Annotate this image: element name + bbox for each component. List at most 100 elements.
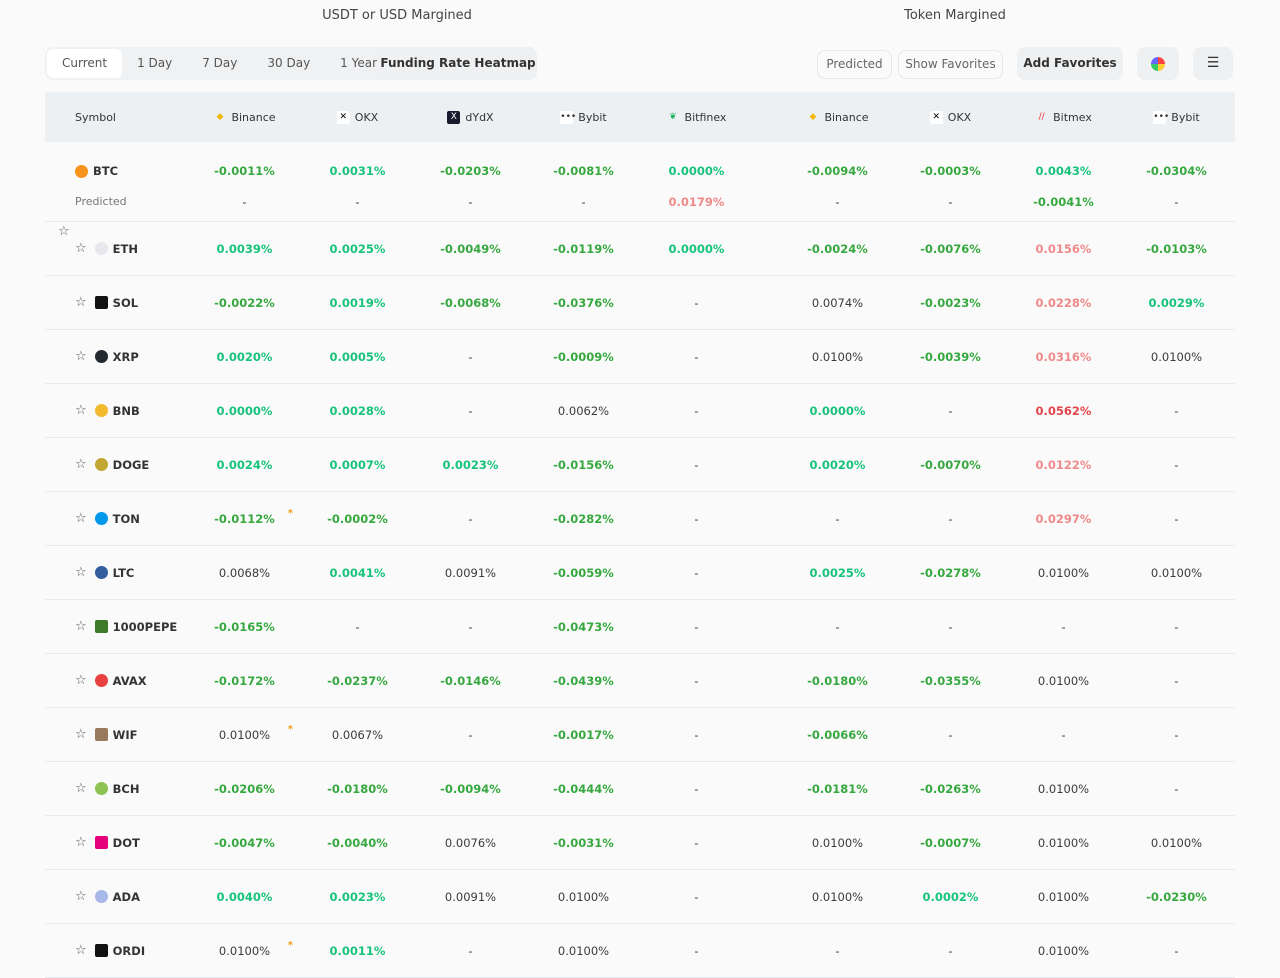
funding-rate-value: 0.0031%: [329, 164, 386, 178]
tab-current[interactable]: Current: [47, 49, 123, 78]
table-row-ordi[interactable]: ☆ ORDI 0.0100% * 0.0011% - 0.0100% - - - 0.0100% -: [45, 924, 1235, 978]
column-header-bitmex-token[interactable]: // Bitmex: [1007, 111, 1120, 124]
symbol-name: LTC: [112, 565, 135, 580]
predicted-button[interactable]: Predicted: [817, 50, 892, 79]
funding-rate-cell: -0.0172%: [188, 674, 301, 688]
funding-rate-value: 0.0025%: [329, 241, 386, 256]
favorite-star-icon[interactable]: ☆: [75, 727, 87, 742]
column-header-bybit-token[interactable]: ••• Bybit: [1120, 110, 1233, 124]
asterisk-marker: *: [287, 507, 293, 519]
tab-1-day[interactable]: 1 Day: [137, 56, 173, 70]
symbol-cell: ☆ AVAX: [45, 673, 188, 688]
symbol-cell: ☆ SOL: [45, 295, 188, 310]
column-header-okx-usdt[interactable]: ✕ OKX: [301, 110, 414, 124]
favorite-star-icon[interactable]: ☆: [75, 943, 87, 958]
column-header-binance-token[interactable]: ◆ Binance: [781, 111, 894, 124]
show-favorites-button[interactable]: Show Favorites: [898, 50, 1003, 79]
table-row-1000pepe[interactable]: ☆ 1000PEPE -0.0165% - - -0.0473% - - - - -: [45, 600, 1235, 654]
symbol-name: 1000PEPE: [112, 619, 178, 634]
favorite-star-icon[interactable]: ☆: [75, 835, 87, 850]
funding-rate-value: -: [355, 194, 360, 209]
table-row-wif[interactable]: ☆ WIF 0.0100% * 0.0067% - -0.0017% - -0.0066% - - -: [45, 708, 1235, 762]
favorite-star-icon[interactable]: ☆: [75, 619, 87, 634]
funding-rate-cell: 0.0000%: [188, 404, 301, 418]
column-header-bitfinex-usdt[interactable]: ❦ Bitfinex: [640, 111, 753, 124]
table-row-doge[interactable]: ☆ DOGE 0.0024% 0.0007% 0.0023% -0.0156% - 0.002…: [45, 438, 1235, 492]
column-header-binance-usdt[interactable]: ◆ Binance: [188, 111, 301, 124]
funding-rate-value: -: [694, 727, 699, 742]
table-row-sol[interactable]: ☆ SOL -0.0022% 0.0019% -0.0068% -0.0376% -0.00…: [45, 276, 1235, 330]
funding-rate-value: -0.0011%: [214, 164, 275, 178]
okx-icon: ✕: [929, 110, 943, 124]
favorite-star-icon[interactable]: ☆: [75, 349, 87, 364]
column-header-bybit-usdt[interactable]: ••• Bybit: [527, 110, 640, 124]
settings-sliders-button[interactable]: ☰: [1193, 47, 1233, 80]
table-row-avax[interactable]: ☆ AVAX -0.0172% -0.0237% -0.0146% -0.0439% - -0…: [45, 654, 1235, 708]
tab-7-day[interactable]: 7 Day: [202, 56, 238, 70]
funding-rate-value: -: [694, 295, 699, 310]
favorite-star-icon[interactable]: ☆: [75, 403, 87, 418]
favorite-star-icon[interactable]: ☆: [75, 457, 87, 472]
favorite-star-icon[interactable]: ☆: [75, 565, 87, 580]
funding-rate-value: 0.0100%: [1037, 565, 1090, 580]
funding-rate-cell: 0.0000%: [640, 164, 753, 178]
funding-rate-cell: -: [640, 458, 753, 472]
table-row-ada[interactable]: ☆ ADA 0.0040% 0.0023% 0.0091% 0.0100% - 0.0100%…: [45, 870, 1235, 924]
funding-rate-value: -0.0023%: [920, 295, 981, 310]
funding-rate-cell: 0.0100%: [1120, 566, 1233, 580]
table-row-btc[interactable]: ☆ BTC -0.0011% 0.0031% -0.0203% -0.0081% 0.000…: [45, 142, 1235, 239]
funding-rate-value: -0.0103%: [1146, 241, 1207, 256]
funding-rate-cell: -: [781, 512, 894, 526]
table-row-dot[interactable]: ☆ DOT -0.0047% -0.0040% 0.0076% -0.0031% - 0.01…: [45, 816, 1235, 870]
favorite-star-icon[interactable]: ☆: [75, 889, 87, 904]
column-header-okx-token[interactable]: ✕ OKX: [894, 110, 1007, 124]
funding-rate-cell: -: [894, 195, 1007, 209]
usdt-margined-title: USDT or USD Margined: [322, 8, 472, 23]
funding-rate-value: -: [1174, 781, 1179, 796]
funding-rate-cell: -: [414, 728, 527, 742]
table-row-xrp[interactable]: ☆ XRP 0.0020% 0.0005% - -0.0009% - 0.0100% -0.00…: [45, 330, 1235, 384]
funding-rate-cell: -0.0039%: [894, 350, 1007, 364]
funding-rate-cell: 0.0023%: [414, 458, 527, 472]
funding-rate-cell: -0.0119%: [527, 242, 640, 256]
favorite-star-icon[interactable]: ☆: [75, 511, 87, 526]
table-row-eth[interactable]: ☆ ETH 0.0039% 0.0025% -0.0049% -0.0119% 0.0000…: [45, 222, 1235, 276]
funding-rate-value: -0.0094%: [440, 781, 501, 796]
favorite-star-icon[interactable]: ☆: [75, 673, 87, 688]
add-favorites-button[interactable]: Add Favorites: [1017, 47, 1123, 80]
funding-rate-cell: 0.0041%: [301, 566, 414, 580]
funding-rate-cell: -: [1007, 728, 1120, 742]
funding-rate-value: 0.0100%: [557, 889, 610, 904]
funding-rate-cell: -0.0066%: [781, 728, 894, 742]
funding-rate-cell: -: [414, 620, 527, 634]
bch-coin-icon: [94, 782, 108, 795]
funding-rate-value: -: [694, 889, 699, 904]
table-row-bnb[interactable]: ☆ BNB 0.0000% 0.0028% - 0.0062% - 0.0000% - 0.056…: [45, 384, 1235, 438]
funding-rate-cell: -0.0112% *: [188, 508, 301, 526]
funding-rate-cell: -0.0041%: [1007, 195, 1120, 209]
funding-rate-cell: 0.0002%: [894, 890, 1007, 904]
funding-rate-value: 0.0100%: [811, 889, 864, 904]
funding-rate-cell: 0.0100%: [781, 350, 894, 364]
tab-1-year[interactable]: 1 Year: [340, 56, 378, 70]
table-row-bch[interactable]: ☆ BCH -0.0206% -0.0180% -0.0094% -0.0444% - -0.…: [45, 762, 1235, 816]
table-row-ltc[interactable]: ☆ LTC 0.0068% 0.0041% 0.0091% -0.0059% - 0.0025…: [45, 546, 1235, 600]
favorite-star-icon[interactable]: ☆: [75, 241, 87, 256]
funding-rate-cell: 0.0100%: [1007, 944, 1120, 958]
funding-rate-cell: -0.0206%: [188, 782, 301, 796]
favorite-star-icon[interactable]: ☆: [75, 781, 87, 796]
color-theme-button[interactable]: [1137, 47, 1179, 80]
funding-rate-value: -: [835, 619, 840, 634]
table-row-ton[interactable]: ☆ TON -0.0112% * -0.0002% - -0.0282% - - - 0.0297%…: [45, 492, 1235, 546]
funding-rate-heatmap-button[interactable]: Funding Rate Heatmap: [379, 47, 537, 80]
funding-rate-cell: 0.0179%: [640, 195, 753, 209]
symbol-cell: ☆ BTC: [45, 164, 188, 239]
favorite-star-icon[interactable]: ☆: [75, 295, 87, 310]
favorite-star-icon[interactable]: ☆: [58, 224, 70, 239]
funding-rate-value: -0.0022%: [214, 295, 275, 310]
tab-30-day[interactable]: 30 Day: [267, 56, 311, 70]
predicted-label: Predicted: [75, 195, 127, 208]
funding-rate-cell: -: [640, 512, 753, 526]
funding-rate-cell: 0.0562%: [1007, 404, 1120, 418]
